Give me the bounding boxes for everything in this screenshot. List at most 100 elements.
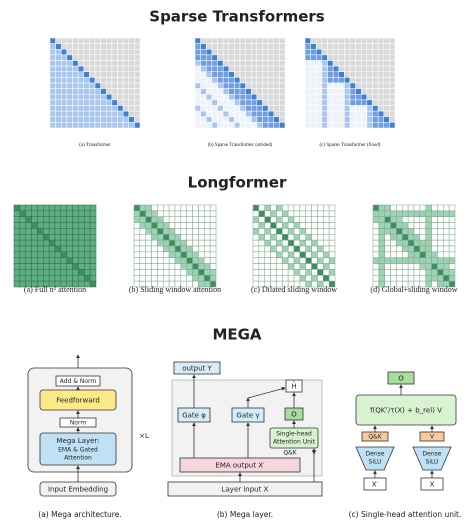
matrix-cell <box>89 94 96 101</box>
matrix-cell <box>106 82 113 89</box>
matrix-cell <box>305 269 312 276</box>
matrix-cell <box>209 222 217 229</box>
matrix-cell <box>389 77 396 84</box>
matrix-cell <box>305 204 312 212</box>
matrix-cell <box>48 251 56 258</box>
matrix-cell <box>251 65 258 72</box>
matrix-cell <box>77 43 84 50</box>
label: X′ <box>372 481 379 489</box>
matrix-cell <box>194 116 201 123</box>
matrix-cell <box>448 257 456 264</box>
matrix-cell <box>222 88 229 95</box>
matrix-cell <box>100 94 107 101</box>
matrix-cell <box>163 275 170 282</box>
matrix-cell <box>355 37 362 44</box>
matrix-cell <box>437 275 444 282</box>
matrix-cell <box>425 234 432 241</box>
matrix-cell <box>100 122 107 129</box>
matrix-cell <box>293 234 301 241</box>
matrix-cell <box>323 216 330 223</box>
matrix-cell <box>60 204 67 212</box>
matrix-cell <box>425 263 432 270</box>
matrix-cell <box>89 99 96 106</box>
matrix-cell <box>31 269 38 276</box>
matrix-cell <box>186 228 193 235</box>
matrix-cell <box>72 122 79 129</box>
matrix-cell <box>19 245 26 253</box>
matrix-cell <box>389 54 396 61</box>
matrix-cell <box>200 110 207 117</box>
matrix-cell <box>396 210 403 217</box>
matrix-cell <box>407 245 415 253</box>
matrix-cell <box>192 216 199 223</box>
matrix-cell <box>128 82 135 89</box>
matrix-cell <box>211 54 218 61</box>
matrix-cell <box>72 257 79 264</box>
matrix-cell <box>117 49 124 56</box>
matrix-cell <box>83 65 90 72</box>
matrix-cell <box>37 257 44 264</box>
matrix-cell <box>163 239 170 247</box>
matrix-cell <box>407 257 415 264</box>
matrix-cell <box>78 275 85 282</box>
matrix-cell <box>282 222 289 229</box>
matrix-cell <box>234 60 241 67</box>
matrix-cell <box>151 234 158 241</box>
matrix-cell <box>361 122 368 129</box>
matrix-cell <box>145 269 152 276</box>
matrix-cell <box>273 110 280 117</box>
matrix-cell <box>61 116 68 123</box>
matrix-cell <box>83 110 90 117</box>
matrix-cell <box>157 204 164 212</box>
matrix-cell <box>89 105 96 112</box>
matrix-cell <box>258 269 265 276</box>
matrix-cell <box>389 116 396 123</box>
matrix-cell <box>372 71 379 78</box>
matrix-cell <box>262 54 269 61</box>
matrix-cell <box>211 122 218 129</box>
matrix-cell <box>383 94 390 101</box>
matrix-cell <box>66 263 73 270</box>
matrix-cell <box>228 122 235 129</box>
matrix-cell <box>134 77 141 84</box>
matrix-cell <box>304 65 311 72</box>
matrix-cell <box>117 71 124 78</box>
matrix-cell <box>94 94 101 101</box>
matrix-cell <box>239 94 246 101</box>
matrix-cell <box>72 110 79 117</box>
matrix-cell <box>192 257 199 264</box>
matrix-cell <box>194 49 201 56</box>
matrix-cell <box>66 60 73 67</box>
matrix-cell <box>299 210 306 217</box>
matrix-cell <box>37 210 44 217</box>
matrix-cell <box>279 122 286 129</box>
matrix-cell <box>66 239 73 247</box>
matrix-cell <box>228 116 235 123</box>
matrix-cell <box>180 216 187 223</box>
matrix-cell <box>317 269 324 276</box>
matrix-cell <box>117 37 124 44</box>
label: O <box>398 375 404 383</box>
matrix-cell <box>252 251 260 258</box>
matrix-cell <box>174 222 182 229</box>
matrix-cell <box>372 65 379 72</box>
matrix-cell <box>37 275 44 282</box>
matrix-cell <box>145 210 152 217</box>
matrix-cell <box>273 99 280 106</box>
matrix-cell <box>349 82 356 89</box>
matrix-cell <box>31 210 38 217</box>
matrix-cell <box>282 251 289 258</box>
matrix-cell <box>372 257 380 264</box>
matrix-cell <box>77 110 84 117</box>
matrix-cell <box>84 269 91 276</box>
label: Feedforward <box>56 397 100 405</box>
matrix-cell <box>25 239 32 247</box>
matrix-cell <box>311 251 318 258</box>
matrix-cell <box>448 210 456 217</box>
matrix-cell <box>413 263 421 270</box>
matrix-cell <box>361 99 368 106</box>
matrix-cell <box>273 65 280 72</box>
matrix-cell <box>383 122 390 129</box>
matrix-cell <box>66 216 73 223</box>
matrix-cell <box>361 88 368 95</box>
